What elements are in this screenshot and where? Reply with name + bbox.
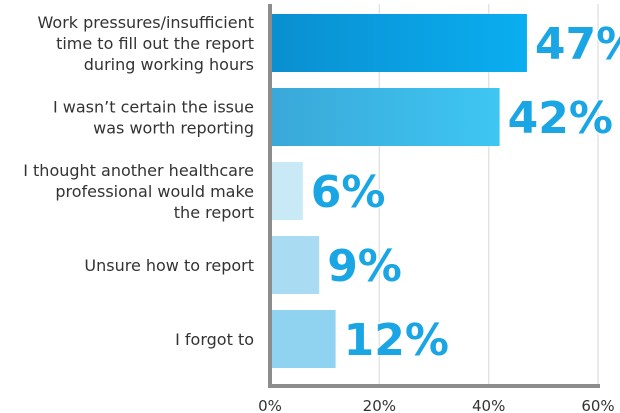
category-label: I wasn’t certain the issue was worth repo…: [53, 98, 254, 138]
value-labels: 47% 42% 6% 9% 12%: [310, 18, 620, 367]
category-label-line: time to fill out the report: [56, 34, 254, 53]
axes: [268, 4, 600, 388]
bar: [270, 88, 500, 146]
category-label-line: I wasn’t certain the issue: [53, 98, 254, 117]
category-label: Unsure how to report: [84, 256, 254, 275]
bar: [270, 14, 527, 72]
category-label: I thought another healthcare professional…: [23, 161, 254, 222]
value-label: 9%: [327, 241, 402, 292]
bar: [270, 162, 303, 220]
x-tick-label: 40%: [472, 397, 505, 413]
category-label-line: Unsure how to report: [84, 256, 254, 275]
category-label-line: I forgot to: [175, 330, 254, 349]
bars: [270, 14, 527, 368]
value-label: 12%: [344, 315, 449, 366]
x-tick-labels: 0% 20% 40% 60%: [258, 397, 615, 413]
category-label-line: during working hours: [84, 55, 254, 74]
value-label: 47%: [535, 19, 620, 70]
category-label-line: Work pressures/insufficient: [38, 13, 254, 32]
category-label-line: the report: [174, 203, 254, 222]
value-label: 6%: [311, 167, 386, 218]
x-tick-label: 60%: [581, 397, 614, 413]
category-label-line: was worth reporting: [93, 119, 254, 138]
value-label: 42%: [508, 93, 613, 144]
category-label-line: professional would make: [55, 182, 254, 201]
x-tick-label: 20%: [363, 397, 396, 413]
x-tick-label: 0%: [258, 397, 282, 413]
category-label: Work pressures/insufficient time to fill …: [38, 13, 254, 74]
category-labels: Work pressures/insufficient time to fill …: [23, 13, 254, 349]
category-label-line: I thought another healthcare: [23, 161, 254, 180]
category-label: I forgot to: [175, 330, 254, 349]
bar: [270, 236, 320, 294]
bar: [270, 310, 336, 368]
